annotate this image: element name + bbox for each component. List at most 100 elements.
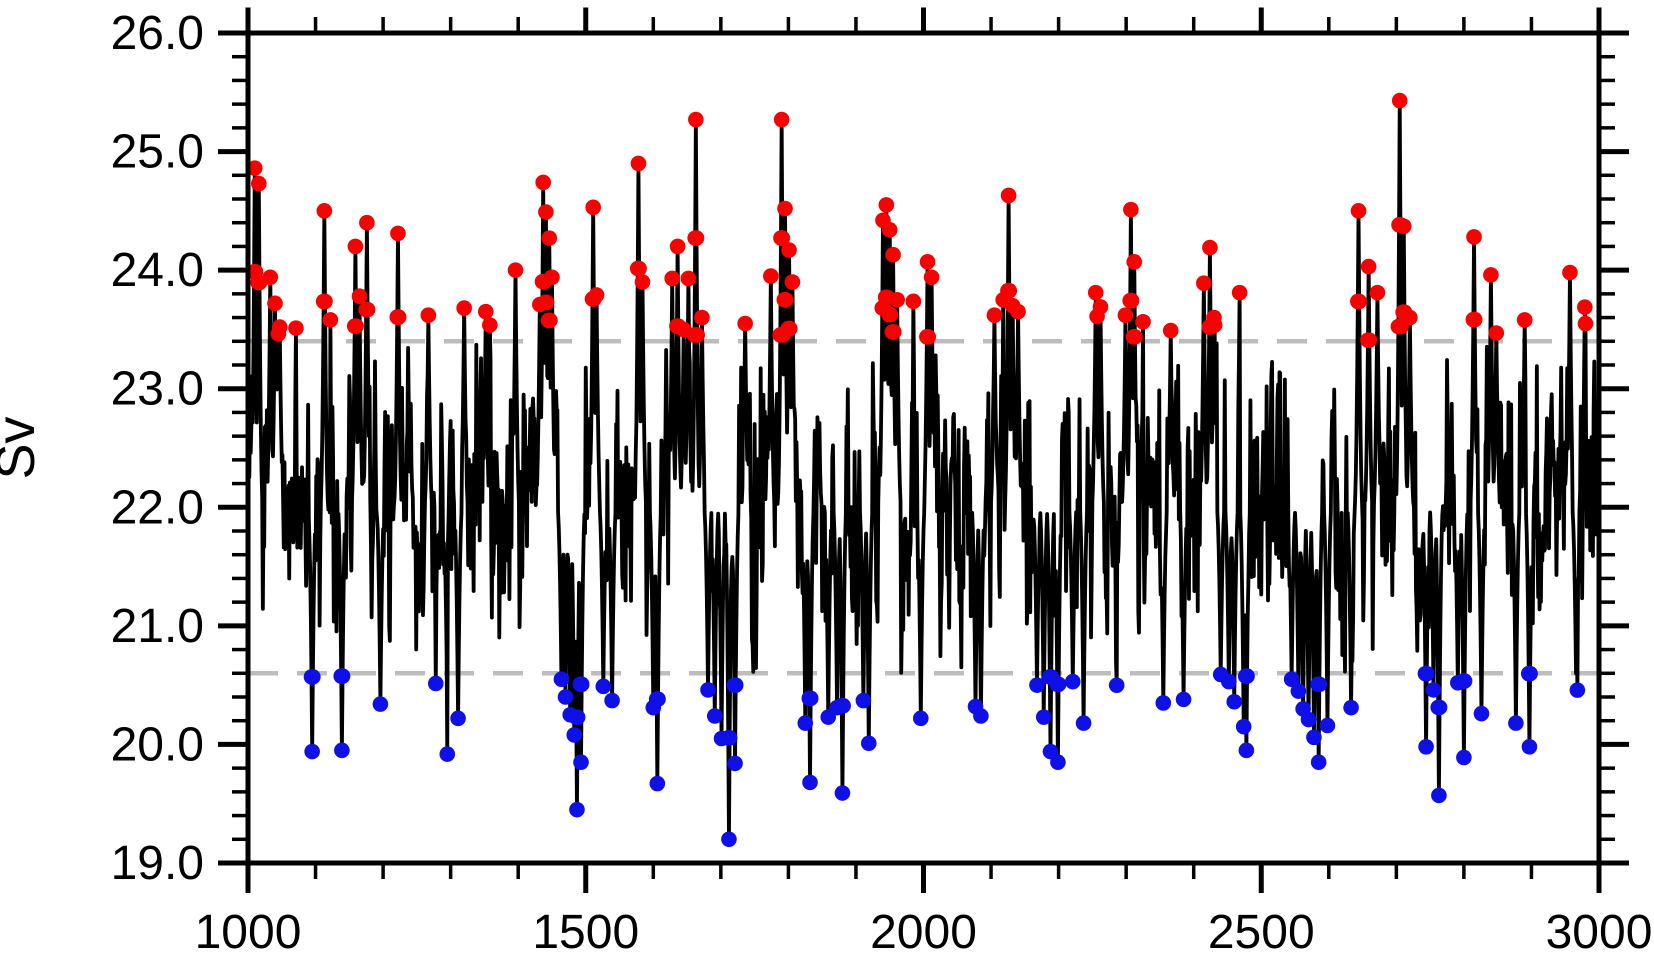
high-extreme-marker (1466, 311, 1483, 328)
high-extreme-marker (923, 269, 940, 286)
low-extreme-marker (1035, 709, 1052, 725)
low-extreme-marker (569, 709, 586, 726)
high-extreme-marker (1010, 303, 1026, 320)
high-extreme-marker (631, 260, 647, 277)
high-extreme-marker (456, 300, 472, 316)
high-extreme-marker (1350, 203, 1367, 219)
high-extreme-marker (781, 242, 797, 258)
high-extreme-marker (1117, 307, 1134, 324)
low-extreme-marker (573, 676, 590, 693)
high-extreme-marker (347, 238, 364, 255)
high-extreme-marker (390, 309, 407, 325)
y-tick-label: 25.0 (111, 126, 204, 179)
high-extreme-marker (1395, 218, 1412, 235)
low-extreme-marker (334, 742, 350, 759)
low-extreme-marker (1221, 673, 1237, 690)
low-extreme-marker (1175, 691, 1192, 708)
low-extreme-marker (1239, 668, 1255, 684)
high-extreme-marker (1577, 315, 1594, 332)
high-extreme-marker (544, 269, 560, 286)
high-extreme-marker (885, 324, 902, 340)
y-tick-label: 20.0 (111, 718, 204, 771)
low-extreme-marker (557, 689, 574, 705)
low-extreme-marker (334, 668, 351, 684)
low-extreme-marker (1310, 754, 1327, 771)
y-tick-label: 19.0 (111, 837, 204, 890)
high-extreme-marker (1092, 299, 1109, 315)
high-extreme-marker (680, 270, 697, 287)
low-extreme-marker (573, 754, 589, 771)
high-extreme-marker (773, 111, 790, 128)
high-extreme-marker (763, 268, 779, 284)
low-extreme-marker (439, 746, 456, 762)
low-extreme-marker (1226, 693, 1243, 710)
high-extreme-marker (881, 222, 898, 238)
high-extreme-marker (1123, 292, 1140, 309)
high-extreme-marker (1391, 92, 1408, 109)
low-extreme-marker (721, 831, 737, 848)
high-extreme-marker (585, 199, 601, 216)
low-extreme-marker (913, 710, 929, 727)
high-extreme-marker (271, 319, 288, 335)
high-extreme-marker (316, 203, 333, 219)
low-extreme-marker (305, 669, 321, 685)
high-extreme-marker (737, 315, 753, 332)
high-extreme-marker (630, 155, 647, 172)
high-extreme-marker (920, 329, 937, 345)
low-extreme-marker (834, 785, 851, 801)
low-extreme-marker (1283, 671, 1300, 688)
x-tick-label: 3000 (1546, 906, 1653, 959)
low-extreme-marker (1306, 729, 1322, 746)
high-extreme-marker (588, 287, 605, 303)
y-tick-label: 22.0 (111, 481, 204, 534)
high-extreme-marker (688, 230, 705, 246)
high-extreme-marker (1206, 317, 1223, 333)
high-extreme-marker (1351, 293, 1367, 310)
high-extreme-marker (919, 254, 936, 270)
x-tick-label: 2000 (870, 906, 977, 959)
low-extreme-marker (1050, 676, 1067, 693)
y-tick-label: 21.0 (111, 600, 204, 653)
high-extreme-marker (1000, 187, 1017, 204)
high-extreme-marker (784, 274, 801, 290)
low-extreme-marker (721, 730, 738, 746)
low-extreme-marker (427, 675, 444, 692)
low-extreme-marker (1029, 677, 1045, 693)
low-extreme-marker (1456, 673, 1473, 689)
low-extreme-marker (706, 708, 723, 724)
high-extreme-marker (1196, 275, 1212, 291)
high-extreme-marker (288, 320, 304, 336)
axis-ticks (218, 7, 1629, 893)
y-tick-label: 24.0 (111, 244, 204, 297)
low-extreme-marker (1155, 695, 1172, 711)
high-extreme-marker (1202, 239, 1218, 256)
high-extreme-marker (885, 246, 901, 263)
low-extreme-marker (372, 696, 389, 712)
low-extreme-marker (855, 692, 872, 709)
low-extreme-marker (727, 677, 744, 693)
low-extreme-marker (1456, 749, 1472, 766)
low-extreme-marker (1075, 715, 1092, 731)
low-extreme-marker (1522, 665, 1538, 682)
low-extreme-marker (1343, 699, 1359, 716)
y-axis-label: Sv (0, 416, 46, 479)
high-extreme-marker (477, 303, 494, 320)
high-extreme-marker (1231, 284, 1248, 301)
low-extreme-marker (1290, 683, 1307, 699)
high-extreme-marker (986, 307, 1003, 324)
high-extreme-marker (1577, 299, 1593, 315)
low-extreme-marker (1238, 742, 1255, 759)
low-extreme-marker (1418, 739, 1434, 755)
high-extreme-marker (538, 204, 554, 220)
low-extreme-marker (1425, 682, 1442, 698)
high-extreme-marker (777, 291, 794, 308)
high-extreme-marker (1001, 282, 1018, 299)
high-extreme-marker (267, 295, 283, 312)
high-extreme-marker (1466, 229, 1482, 245)
low-extreme-marker (1064, 673, 1081, 690)
high-extreme-marker (905, 293, 922, 310)
y-tick-label: 23.0 (111, 363, 204, 416)
threshold-lines (248, 339, 1599, 676)
low-extreme-marker (566, 727, 583, 743)
